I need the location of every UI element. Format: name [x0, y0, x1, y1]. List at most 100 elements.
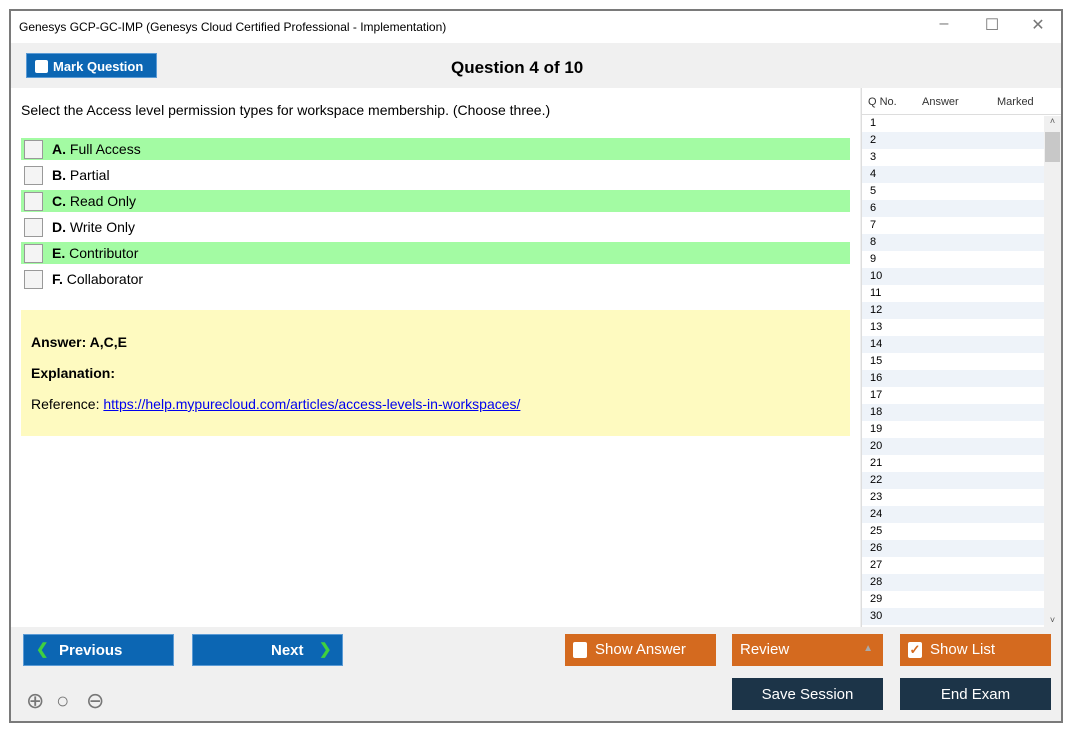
triangle-up-icon: ▲	[863, 643, 873, 654]
list-row[interactable]: 9	[870, 253, 877, 265]
mark-question-label: Mark Question	[53, 59, 144, 74]
list-row[interactable]: 2	[862, 132, 1045, 149]
list-row[interactable]: 14	[862, 336, 1045, 353]
scrollbar[interactable]: ˄ ˅	[1044, 116, 1061, 627]
scroll-thumb[interactable]	[1045, 132, 1060, 162]
window-title: Genesys GCP-GC-IMP (Genesys Cloud Certif…	[19, 20, 447, 34]
list-row[interactable]: 28	[862, 574, 1045, 591]
list-row[interactable]: 25	[870, 525, 883, 537]
list-row[interactable]: 6	[862, 200, 1045, 217]
chevron-left-icon: ❮	[36, 641, 49, 658]
show-answer-label: Show Answer	[595, 641, 686, 658]
list-row[interactable]: 4	[862, 166, 1045, 183]
option-letter: F.	[52, 271, 63, 287]
option-letter: A.	[52, 141, 66, 157]
list-row[interactable]: 20	[862, 438, 1045, 455]
reference-link[interactable]: https://help.mypurecloud.com/articles/ac…	[103, 396, 521, 412]
end-exam-button[interactable]: End Exam	[900, 678, 1051, 710]
answer-box: Answer: A,C,E Explanation: Reference: ht…	[21, 310, 850, 436]
list-row[interactable]: 30	[862, 608, 1045, 625]
list-row[interactable]: 11	[870, 287, 882, 299]
reference: Reference: https://help.mypurecloud.com/…	[31, 396, 520, 412]
option-letter: E.	[52, 245, 66, 261]
zoom-in-icon[interactable]: ⊕	[26, 688, 45, 713]
option-letter: C.	[52, 193, 66, 209]
checkbox-icon	[573, 642, 587, 658]
review-label: Review	[740, 641, 790, 658]
minimize-icon[interactable]: –	[939, 15, 949, 32]
header-answer[interactable]: Answer	[922, 96, 959, 108]
next-label: Next	[271, 642, 304, 659]
list-header: Q No. Answer Marked	[862, 88, 1061, 115]
previous-label: Previous	[59, 642, 123, 659]
previous-button[interactable]: ❮ Previous	[23, 634, 174, 666]
question-title: Question 4 of 10	[451, 58, 584, 77]
explanation-label: Explanation:	[31, 365, 116, 381]
header-qno[interactable]: Q No.	[868, 96, 897, 108]
option-f[interactable]: F. Collaborator	[21, 268, 850, 290]
list-row[interactable]: 12	[862, 302, 1045, 319]
option-a[interactable]: A. Full Access	[21, 138, 850, 160]
title-bar: Genesys GCP-GC-IMP (Genesys Cloud Certif…	[11, 11, 1061, 43]
show-list-label: Show List	[930, 641, 996, 658]
option-text: Read Only	[69, 193, 137, 209]
list-row[interactable]: 17	[870, 389, 883, 401]
list-row[interactable]: 19	[870, 423, 883, 435]
question-area: Select the Access level permission types…	[11, 88, 860, 627]
option-text: Write Only	[69, 219, 135, 235]
list-row[interactable]: 13	[870, 321, 883, 333]
option-checkbox[interactable]	[24, 218, 43, 237]
list-row[interactable]: 22	[862, 472, 1045, 489]
option-text: Full Access	[69, 141, 141, 157]
option-text: Contributor	[69, 245, 139, 261]
next-button[interactable]: Next ❯	[192, 634, 343, 666]
list-row[interactable]: 5	[870, 185, 877, 197]
header-marked[interactable]: Marked	[997, 96, 1034, 108]
checkmark-icon: ✓	[908, 642, 922, 658]
list-row[interactable]: 27	[870, 559, 883, 571]
option-checkbox[interactable]	[24, 166, 43, 185]
scroll-down-icon[interactable]: ˅	[1049, 615, 1056, 625]
option-letter: D.	[52, 219, 66, 235]
list-row[interactable]: 26	[862, 540, 1045, 557]
list-row[interactable]: 8	[862, 234, 1045, 251]
mark-question-button[interactable]: Mark Question	[26, 53, 157, 78]
checkbox-icon	[35, 60, 48, 73]
answer-label: Answer: A,C,E	[31, 334, 127, 350]
review-dropdown[interactable]: Review ▲	[732, 634, 883, 666]
option-checkbox[interactable]	[24, 140, 43, 159]
list-row[interactable]: 7	[870, 219, 877, 231]
list-row[interactable]: 23	[870, 491, 883, 503]
app-window: Genesys GCP-GC-IMP (Genesys Cloud Certif…	[9, 9, 1063, 723]
option-text: Collaborator	[66, 271, 144, 287]
list-row[interactable]: 3	[870, 151, 877, 163]
list-row[interactable]: 29	[870, 593, 883, 605]
option-checkbox[interactable]	[24, 270, 43, 289]
question-text: Select the Access level permission types…	[21, 102, 551, 118]
option-checkbox[interactable]	[24, 192, 43, 211]
option-b[interactable]: B. Partial	[21, 164, 850, 186]
option-d[interactable]: D. Write Only	[21, 216, 850, 238]
toolbar: Mark Question Question 4 of 10	[11, 43, 1061, 88]
option-c[interactable]: C. Read Only	[21, 190, 850, 212]
list-row[interactable]: 10	[862, 268, 1045, 285]
zoom-out-icon[interactable]: ⊖	[86, 688, 105, 713]
list-row[interactable]: 18	[862, 404, 1045, 421]
chevron-right-icon: ❯	[319, 641, 332, 658]
option-e[interactable]: E. Contributor	[21, 242, 850, 264]
list-row[interactable]: 15	[870, 355, 883, 367]
list-row[interactable]: 16	[862, 370, 1045, 387]
save-session-button[interactable]: Save Session	[732, 678, 883, 710]
show-list-button[interactable]: ✓ Show List	[900, 634, 1051, 666]
option-checkbox[interactable]	[24, 244, 43, 263]
list-row[interactable]: 21	[870, 457, 883, 469]
option-text: Partial	[69, 167, 110, 183]
list-row[interactable]: 1	[870, 117, 877, 129]
close-icon[interactable]: ✕	[1031, 17, 1045, 34]
scroll-up-icon[interactable]: ˄	[1049, 116, 1056, 126]
list-row[interactable]: 24	[862, 506, 1045, 523]
option-letter: B.	[52, 167, 66, 183]
show-answer-button[interactable]: Show Answer	[565, 634, 716, 666]
zoom-reset-icon[interactable]: ○	[56, 688, 70, 713]
maximize-icon[interactable]: ☐	[984, 17, 1000, 34]
